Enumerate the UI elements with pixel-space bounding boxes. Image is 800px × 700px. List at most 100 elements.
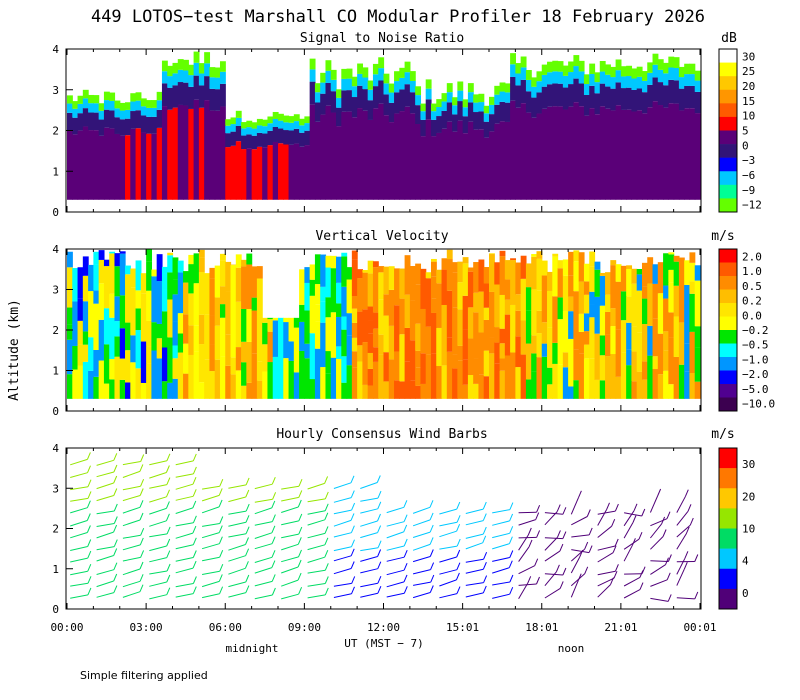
snr-column-band	[362, 67, 369, 78]
velocity-column-band	[689, 373, 696, 399]
wind-barb-shaft	[439, 545, 458, 550]
snr-column-band	[415, 124, 422, 200]
snr-column-band	[494, 104, 501, 124]
snr-column-band	[119, 119, 126, 136]
velocity-column-band	[362, 309, 369, 343]
snr-column-band	[483, 121, 490, 138]
colorbar-swatch	[719, 76, 737, 91]
wind-barb-flag	[192, 576, 197, 584]
wind-barb-flag	[244, 561, 249, 569]
velocity-column-band	[388, 289, 395, 326]
wind-barb-shaft	[201, 532, 220, 539]
wind-barb-shaft	[439, 556, 457, 563]
wind-barb-shaft	[228, 533, 247, 538]
velocity-column-band	[151, 322, 158, 351]
snr-column-band	[647, 62, 654, 73]
wind-barb-flag	[614, 503, 619, 512]
wind-barb-shaft	[623, 538, 640, 550]
snr-column-band	[167, 87, 174, 110]
wind-barb-shaft	[518, 511, 537, 514]
snr-column-band	[309, 69, 316, 82]
y-tick-label: 1	[52, 365, 59, 378]
wind-barb-flag	[139, 584, 144, 592]
wind-barb-shaft	[597, 570, 616, 576]
velocity-column-band	[267, 317, 274, 320]
snr-column-band	[415, 86, 422, 96]
y-tick-label: 0	[52, 603, 59, 616]
velocity-column-band	[626, 296, 633, 323]
velocity-column-band	[430, 261, 437, 277]
wind-barb-shaft	[623, 589, 641, 599]
wind-barb-flag	[298, 490, 303, 498]
snr-column-band	[177, 104, 184, 200]
velocity-column-band	[67, 267, 73, 308]
wind-barb-shaft	[360, 497, 379, 502]
snr-column-band	[457, 101, 464, 121]
snr-column-band	[156, 127, 163, 200]
colorbar-swatch	[719, 130, 737, 145]
velocity-column-band	[262, 344, 269, 372]
velocity-column-band	[457, 261, 464, 283]
wind-barb-shaft	[360, 532, 378, 539]
velocity-column-band	[441, 269, 448, 305]
wind-barb-flag	[113, 562, 118, 570]
velocity-column-band	[67, 307, 73, 325]
snr-column-band	[531, 77, 538, 87]
velocity-column-band	[188, 264, 195, 294]
velocity-column-band	[367, 368, 374, 386]
velocity-column-band	[362, 272, 369, 310]
velocity-column-band	[119, 251, 126, 254]
y-tick-label: 3	[52, 482, 59, 495]
velocity-column-band	[494, 284, 501, 328]
snr-column-band	[489, 131, 495, 200]
velocity-column-band	[684, 284, 691, 322]
snr-column-band	[256, 146, 263, 200]
snr-column-band	[272, 111, 279, 119]
snr-column-band	[167, 76, 174, 88]
snr-column-band	[657, 69, 664, 83]
velocity-column-band	[430, 276, 437, 299]
wind-barb-flag	[113, 475, 118, 484]
velocity-column-band	[346, 335, 353, 366]
wind-barb-shaft	[281, 556, 299, 563]
velocity-column-band	[262, 371, 269, 399]
velocity-column-band	[562, 310, 569, 353]
wind-barb-flag	[527, 576, 532, 584]
snr-column-band	[246, 127, 253, 135]
snr-column-band	[167, 65, 174, 77]
velocity-column-band	[483, 350, 490, 377]
x-tick-label: 21:01	[604, 621, 637, 634]
velocity-column-band	[673, 285, 680, 317]
velocity-column-band	[125, 274, 131, 323]
velocity-column-band	[336, 358, 342, 399]
wind-barb-flag	[403, 500, 408, 508]
snr-column-band	[678, 77, 685, 89]
wind-barbs-unit-label: m/s	[711, 427, 734, 442]
wind-barb-flag	[324, 526, 329, 534]
wind-barb-shaft	[623, 522, 634, 539]
velocity-column-band	[367, 385, 374, 399]
snr-column-band	[452, 105, 458, 115]
velocity-column-band	[246, 382, 253, 399]
wind-barb-flag	[559, 543, 564, 552]
velocity-column-band	[547, 367, 553, 385]
wind-barb-flag	[271, 536, 276, 544]
velocity-column-band	[235, 254, 242, 268]
velocity-column-band	[103, 383, 110, 399]
velocity-column-band	[288, 317, 295, 342]
velocity-column-band	[198, 249, 205, 258]
wind-barb-shaft	[412, 592, 431, 599]
wind-barb-shaft	[465, 542, 483, 550]
wind-barb-shaft	[175, 495, 194, 501]
velocity-column-band	[404, 294, 411, 328]
snr-column-band	[235, 125, 242, 142]
wind-barb-shaft	[650, 564, 666, 575]
wind-barb-shaft	[650, 536, 664, 550]
velocity-column-band	[663, 350, 669, 371]
velocity-column-band	[499, 358, 506, 371]
velocity-column-band	[626, 349, 633, 366]
velocity-column-band	[589, 304, 596, 318]
wind-barb-flag	[612, 545, 617, 553]
wind-barb-shaft	[149, 460, 168, 466]
velocity-column-band	[594, 296, 601, 334]
